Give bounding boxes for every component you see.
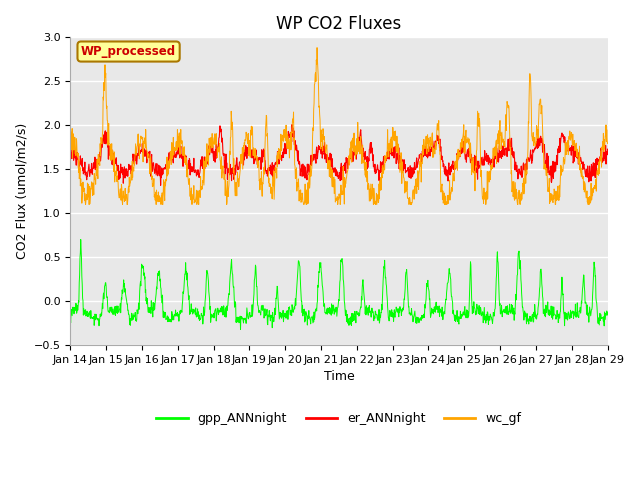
- gpp_ANNnight: [423, 280, 431, 286]
- wc_gf: [186, 193, 194, 199]
- Line: wc_gf: wc_gf: [70, 48, 607, 204]
- gpp_ANNnight: [186, 307, 194, 313]
- er_ANNnight: [173, 149, 181, 155]
- gpp_ANNnight: [541, 312, 548, 318]
- er_ANNnight: [604, 146, 611, 152]
- gpp_ANNnight: [247, 314, 255, 320]
- er_ANNnight: [423, 154, 431, 159]
- gpp_ANNnight: [67, 310, 74, 316]
- wc_gf: [246, 155, 254, 160]
- Line: er_ANNnight: er_ANNnight: [70, 125, 607, 185]
- gpp_ANNnight: [604, 310, 611, 315]
- wc_gf: [541, 162, 548, 168]
- Y-axis label: CO2 Flux (umol/m2/s): CO2 Flux (umol/m2/s): [15, 123, 28, 259]
- er_ANNnight: [541, 142, 548, 147]
- er_ANNnight: [67, 149, 74, 155]
- wc_gf: [604, 141, 611, 146]
- gpp_ANNnight: [237, 326, 244, 332]
- wc_gf: [82, 202, 90, 207]
- er_ANNnight: [493, 148, 501, 154]
- wc_gf: [67, 143, 74, 149]
- er_ANNnight: [246, 146, 254, 152]
- Title: WP CO2 Fluxes: WP CO2 Fluxes: [276, 15, 401, 33]
- gpp_ANNnight: [493, 255, 501, 261]
- wc_gf: [313, 45, 321, 50]
- gpp_ANNnight: [173, 312, 181, 318]
- er_ANNnight: [157, 182, 164, 188]
- wc_gf: [423, 151, 431, 157]
- Legend: gpp_ANNnight, er_ANNnight, wc_gf: gpp_ANNnight, er_ANNnight, wc_gf: [151, 407, 527, 430]
- er_ANNnight: [288, 122, 296, 128]
- X-axis label: Time: Time: [323, 371, 355, 384]
- Line: gpp_ANNnight: gpp_ANNnight: [70, 240, 607, 329]
- gpp_ANNnight: [77, 237, 84, 242]
- wc_gf: [173, 147, 181, 153]
- Text: WP_processed: WP_processed: [81, 45, 176, 58]
- er_ANNnight: [186, 172, 194, 178]
- wc_gf: [493, 137, 501, 143]
